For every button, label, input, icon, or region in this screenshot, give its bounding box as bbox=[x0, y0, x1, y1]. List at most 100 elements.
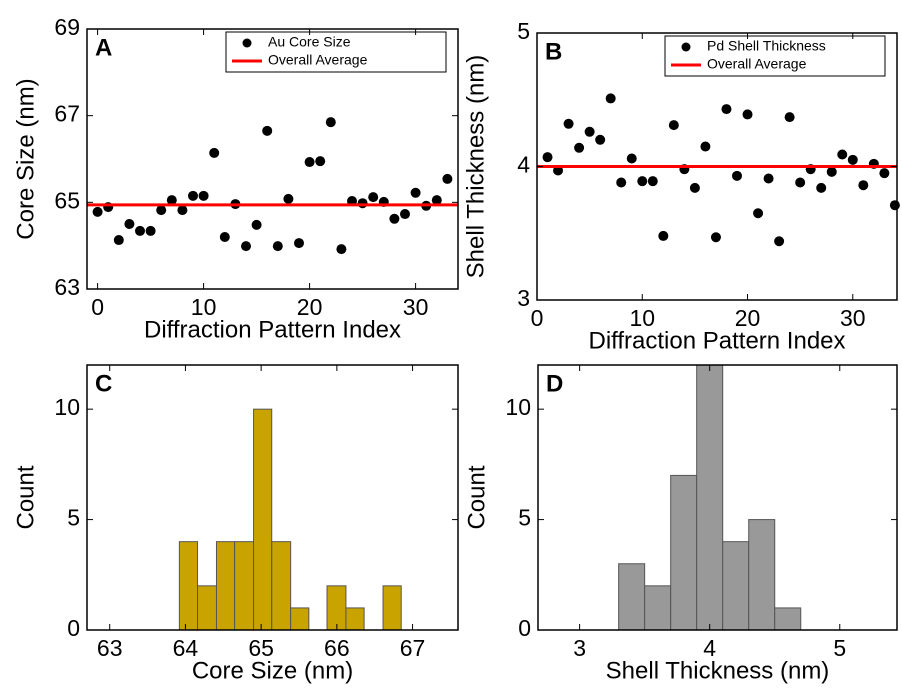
bar bbox=[326, 585, 347, 631]
point bbox=[336, 244, 347, 255]
y-tick-label: 0 bbox=[518, 615, 531, 641]
bar bbox=[644, 585, 672, 631]
x-tick-label: 64 bbox=[173, 635, 199, 661]
point bbox=[188, 190, 198, 201]
point bbox=[325, 117, 336, 128]
point bbox=[145, 225, 156, 236]
bar bbox=[271, 541, 292, 631]
x-tick-label: 20 bbox=[297, 294, 323, 320]
point bbox=[858, 180, 869, 191]
y-tick-label: 5 bbox=[67, 505, 80, 531]
point bbox=[889, 200, 900, 211]
x-tick-label: 63 bbox=[97, 635, 123, 661]
point bbox=[721, 104, 732, 115]
point bbox=[315, 156, 326, 167]
point bbox=[658, 230, 669, 241]
y-axis-label: Shell Thickness (nm) bbox=[462, 55, 489, 279]
point bbox=[431, 195, 442, 206]
point bbox=[732, 170, 742, 181]
point bbox=[283, 193, 294, 204]
point bbox=[177, 205, 188, 216]
point bbox=[700, 141, 711, 152]
y-tick-label: 5 bbox=[517, 18, 530, 44]
y-tick-label: 5 bbox=[518, 505, 531, 531]
point bbox=[879, 168, 890, 179]
bar bbox=[215, 541, 236, 631]
x-tick-label: 5 bbox=[833, 635, 846, 661]
point bbox=[753, 208, 764, 219]
x-tick-label: 10 bbox=[191, 294, 217, 320]
point bbox=[209, 147, 220, 158]
point bbox=[637, 176, 648, 187]
point bbox=[616, 177, 627, 188]
point bbox=[826, 166, 837, 177]
point bbox=[262, 125, 273, 136]
bar bbox=[345, 607, 365, 631]
point bbox=[219, 232, 230, 242]
point bbox=[847, 154, 858, 165]
point bbox=[595, 134, 606, 145]
x-tick-label: 30 bbox=[403, 294, 429, 320]
y-tick-label: 3 bbox=[517, 285, 530, 311]
legend-label: Pd Shell Thickness bbox=[707, 38, 826, 54]
point bbox=[784, 112, 795, 123]
x-tick-label: 65 bbox=[248, 635, 274, 661]
point bbox=[710, 232, 721, 243]
point bbox=[156, 205, 167, 216]
point bbox=[647, 176, 658, 187]
y-axis-label: Count bbox=[463, 465, 490, 529]
legend-swatch bbox=[242, 38, 252, 48]
point bbox=[742, 109, 753, 120]
point bbox=[763, 173, 774, 184]
panel-label: D bbox=[546, 370, 563, 397]
point bbox=[198, 190, 209, 201]
bar bbox=[748, 519, 776, 631]
x-axis-label: Diffraction Pattern Index bbox=[588, 327, 845, 354]
plot-frame bbox=[86, 28, 459, 290]
y-tick-label: 69 bbox=[54, 14, 80, 40]
bar bbox=[774, 607, 802, 631]
x-tick-label: 20 bbox=[735, 305, 761, 331]
x-tick-label: 4 bbox=[703, 635, 716, 661]
point bbox=[542, 152, 553, 163]
legend-label: Au Core Size bbox=[268, 34, 351, 50]
y-tick-label: 4 bbox=[517, 152, 530, 178]
point bbox=[410, 187, 421, 198]
point bbox=[368, 192, 379, 203]
point bbox=[241, 241, 251, 252]
point bbox=[774, 236, 785, 247]
x-axis-label: Shell Thickness (nm) bbox=[606, 657, 830, 684]
y-tick-label: 63 bbox=[54, 274, 80, 300]
plot-frame bbox=[86, 364, 459, 631]
point bbox=[389, 213, 400, 224]
legend-label: Overall Average bbox=[707, 56, 807, 72]
point bbox=[272, 241, 283, 252]
legend-box bbox=[664, 35, 886, 77]
bar bbox=[722, 541, 750, 631]
point bbox=[251, 219, 262, 230]
point bbox=[113, 235, 124, 246]
x-tick-label: 30 bbox=[840, 305, 866, 331]
x-tick-label: 67 bbox=[400, 635, 426, 661]
bar bbox=[253, 408, 273, 631]
legend-box bbox=[225, 31, 447, 73]
y-axis-label: Core Size (nm) bbox=[12, 78, 39, 239]
bar bbox=[670, 474, 698, 631]
legend-label: Overall Average bbox=[268, 52, 368, 68]
bar bbox=[382, 585, 402, 631]
legend-swatch bbox=[681, 42, 691, 52]
y-tick-label: 67 bbox=[54, 101, 80, 127]
x-tick-label: 10 bbox=[629, 305, 655, 331]
point bbox=[584, 126, 595, 137]
panel-label: A bbox=[95, 34, 112, 61]
y-tick-label: 10 bbox=[54, 394, 80, 420]
y-tick-label: 10 bbox=[505, 394, 531, 420]
plot-frame bbox=[537, 364, 898, 631]
point bbox=[304, 157, 315, 168]
x-tick-label: 0 bbox=[531, 305, 544, 331]
point bbox=[400, 209, 410, 220]
point bbox=[294, 238, 304, 249]
y-axis-label: Count bbox=[12, 465, 39, 529]
point bbox=[442, 173, 453, 184]
